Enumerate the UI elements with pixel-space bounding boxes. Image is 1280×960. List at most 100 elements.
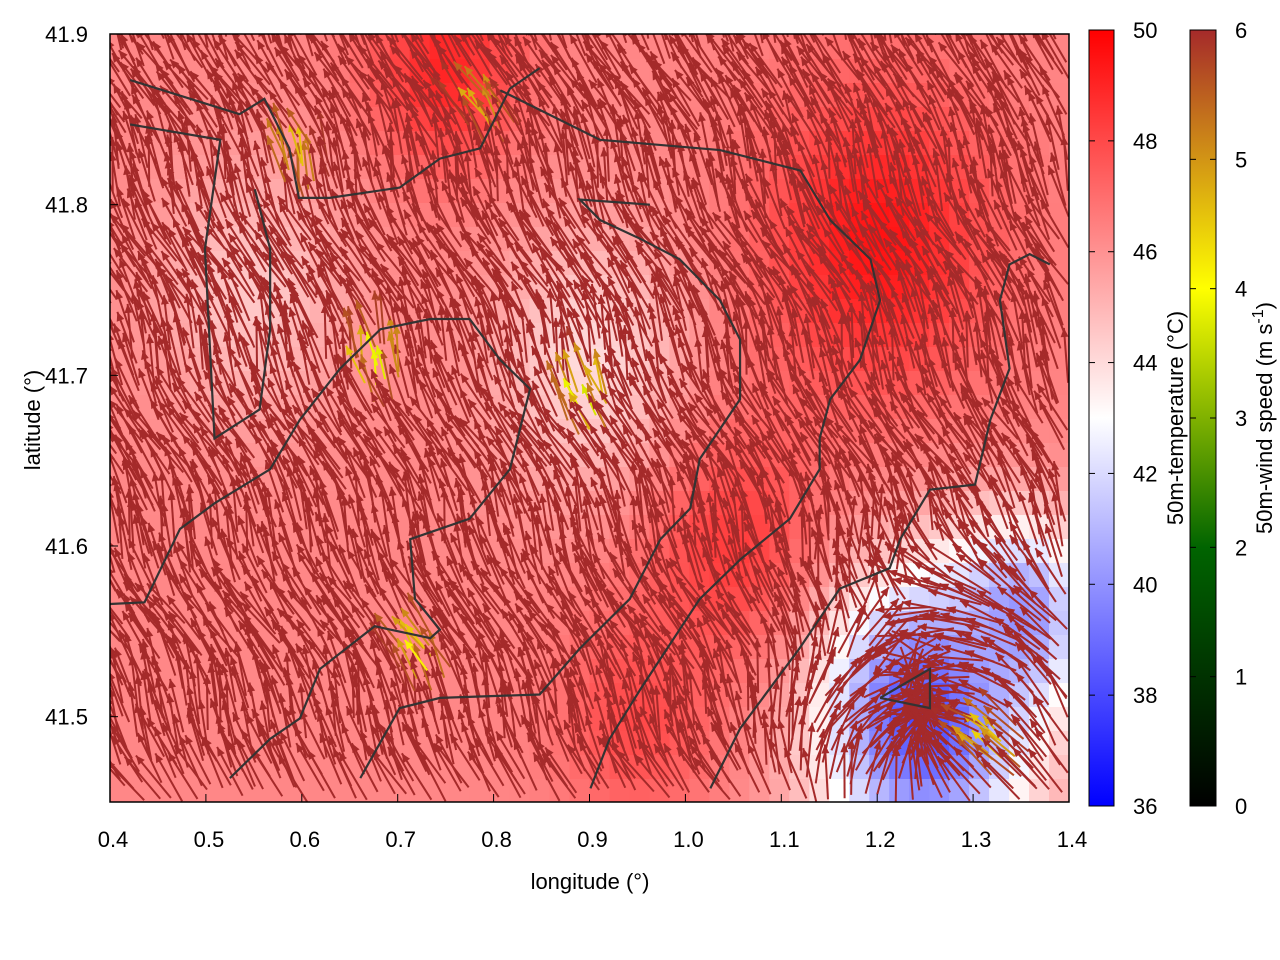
wind-vector-head	[135, 583, 145, 593]
wind-vector-head	[114, 547, 123, 558]
wind-vector-head	[133, 410, 143, 421]
temperature-cell	[110, 778, 131, 802]
wind-vector-head	[127, 551, 136, 562]
wind-vector	[122, 110, 142, 164]
wind-vector-head	[155, 7, 163, 17]
wind-vector	[119, 61, 156, 107]
wind-vector	[110, 578, 117, 592]
wind-vector-head	[141, 218, 151, 228]
wind-vector	[127, 424, 156, 474]
wind-vector	[170, 490, 176, 546]
wind-vector-head	[167, 0, 175, 7]
wind-vector-head	[146, 334, 155, 344]
temperature-cell	[829, 466, 851, 491]
wind-vector	[110, 648, 127, 684]
wind-vector	[110, 414, 122, 430]
wind-vector-head	[167, 491, 176, 501]
wind-vector-head	[447, 0, 454, 6]
wind-vector-head	[150, 381, 159, 392]
temperature-cell	[969, 706, 991, 731]
wind-vector-head	[138, 428, 147, 439]
wind-vector-head	[123, 582, 133, 592]
wind-vector-head	[118, 515, 127, 526]
wind-vector-head	[144, 359, 153, 370]
wind-vectors	[83, 0, 1069, 802]
wind-vector-head	[116, 187, 124, 197]
wind-vector-head	[119, 630, 127, 641]
wind-vector	[135, 703, 151, 758]
wind-vector	[116, 186, 136, 240]
temperature-cell	[409, 778, 431, 802]
wind-vector-head	[464, 14, 472, 24]
wind-vector	[141, 189, 167, 240]
wind-vector-head	[527, 10, 535, 20]
temperature-cell	[749, 778, 771, 802]
wind-vector-head	[152, 613, 161, 624]
wind-vector-head	[110, 762, 116, 770]
wind-vector-head	[158, 532, 166, 543]
temperature-cell	[509, 634, 531, 659]
wind-vector	[119, 222, 157, 267]
wind-vector-head	[128, 612, 138, 623]
wind-vector	[167, 620, 190, 673]
temperature-cell	[669, 490, 691, 515]
wind-vector-head	[110, 672, 116, 681]
temperature-cell	[209, 514, 231, 539]
wind-vector-head	[83, 410, 92, 420]
temperature-cell	[629, 754, 651, 779]
temperature-cell	[169, 322, 191, 347]
wind-vector-head	[118, 50, 128, 60]
wind-vector-head	[146, 110, 154, 121]
wind-vector	[135, 57, 166, 106]
temperature-cell	[1009, 778, 1031, 802]
wind-vector-head	[141, 350, 149, 360]
wind-vector-head	[464, 24, 473, 34]
wind-vector	[134, 113, 149, 169]
temperature-cell	[149, 202, 171, 227]
wind-vector-head	[323, 14, 330, 24]
wind-vector	[121, 460, 148, 511]
wind-vector-head	[442, 19, 450, 29]
wind-vector-head	[296, 3, 304, 13]
wind-vector-head	[152, 594, 161, 605]
wind-vector-head	[98, 235, 106, 245]
wind-vector-head	[442, 0, 449, 1]
wind-vector-head	[226, 0, 234, 7]
temperature-cell	[889, 634, 911, 659]
wind-vector	[120, 233, 149, 283]
wind-vector	[527, 34, 531, 36]
temperature-cell	[1049, 682, 1069, 707]
wind-vector	[110, 443, 118, 455]
wind-vector-head	[110, 213, 120, 224]
wind-vector-head	[99, 636, 107, 646]
temperature-cell	[729, 682, 751, 707]
wind-vector-head	[110, 548, 116, 556]
temperature-cell	[949, 778, 971, 802]
wind-vector-head	[110, 385, 118, 396]
wind-vector	[110, 287, 118, 300]
temperature-cell	[209, 250, 231, 275]
wind-vector-head	[141, 256, 149, 267]
wind-vector-head	[93, 548, 101, 558]
wind-vector-head	[147, 599, 157, 610]
temperature-cell	[189, 634, 211, 659]
wind-vector-head	[137, 708, 146, 719]
wind-vector-head	[92, 633, 100, 643]
temperature-cell	[1049, 202, 1069, 227]
wind-vector-head	[107, 0, 115, 6]
wind-vector-head	[195, 0, 203, 3]
wind-vector-head	[93, 85, 100, 95]
temperature-cell	[689, 778, 711, 802]
wind-vector-head	[518, 0, 526, 8]
wind-vector-head	[116, 270, 124, 280]
wind-vector-head	[94, 278, 102, 288]
wind-vector-head	[142, 553, 151, 564]
temperature-cell	[1029, 778, 1051, 802]
wind-vector-head	[212, 7, 220, 17]
wind-vector-head	[97, 86, 105, 96]
temperature-cell	[569, 778, 591, 802]
temperature-cell	[189, 202, 211, 227]
wind-vector-head	[98, 520, 106, 530]
wind-vector-head	[110, 613, 116, 622]
wind-vector	[110, 252, 128, 283]
